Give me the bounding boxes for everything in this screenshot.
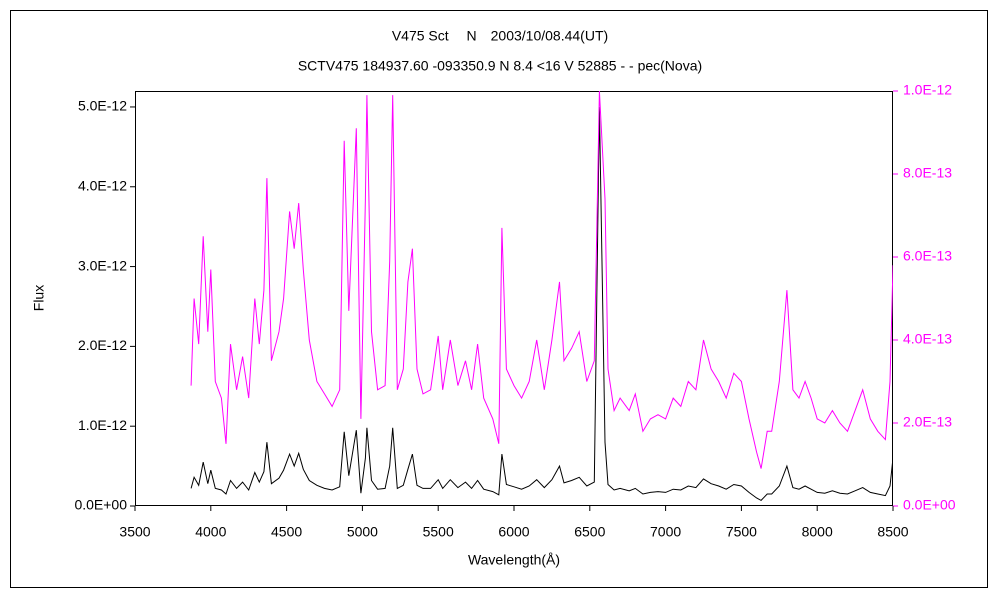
series-line xyxy=(190,91,893,469)
x-tick-label: 6500 xyxy=(574,524,605,540)
x-tick-label: 5000 xyxy=(347,524,378,540)
x-tick-label: 3500 xyxy=(119,524,150,540)
y-tick-label: 5.0E-12 xyxy=(78,98,127,114)
chart-title: V475 Sct N 2003/10/08.44(UT) xyxy=(392,28,608,44)
y2-tick-label: 4.0E-13 xyxy=(903,331,952,347)
y2-tick-label: 0.0E+00 xyxy=(903,497,956,513)
y-axis-label: Flux xyxy=(31,285,47,311)
chart-subtitle: SCTV475 184937.60 -093350.9 N 8.4 <16 V … xyxy=(298,58,702,74)
x-tick-label: 4500 xyxy=(271,524,302,540)
chart-border xyxy=(10,10,988,588)
x-tick-label: 4000 xyxy=(195,524,226,540)
x-tick-label: 7000 xyxy=(650,524,681,540)
y2-tick-label: 1.0E-12 xyxy=(903,82,952,98)
x-tick-label: 5500 xyxy=(423,524,454,540)
y2-tick-label: 6.0E-13 xyxy=(903,248,952,264)
y-tick-label: 3.0E-12 xyxy=(78,257,127,273)
x-tick-label: 6000 xyxy=(498,524,529,540)
series-line xyxy=(190,106,893,502)
y-tick-label: 0.0E+00 xyxy=(74,497,127,513)
y-tick-label: 4.0E-12 xyxy=(78,177,127,193)
y-tick-label: 1.0E-12 xyxy=(78,417,127,433)
x-axis-label: Wavelength(Å) xyxy=(468,552,560,568)
x-tick-label: 8500 xyxy=(877,524,908,540)
y-tick-label: 2.0E-12 xyxy=(78,337,127,353)
y2-tick-label: 8.0E-13 xyxy=(903,165,952,181)
y2-tick-label: 2.0E-13 xyxy=(903,414,952,430)
x-tick-label: 7500 xyxy=(726,524,757,540)
x-tick-label: 8000 xyxy=(802,524,833,540)
